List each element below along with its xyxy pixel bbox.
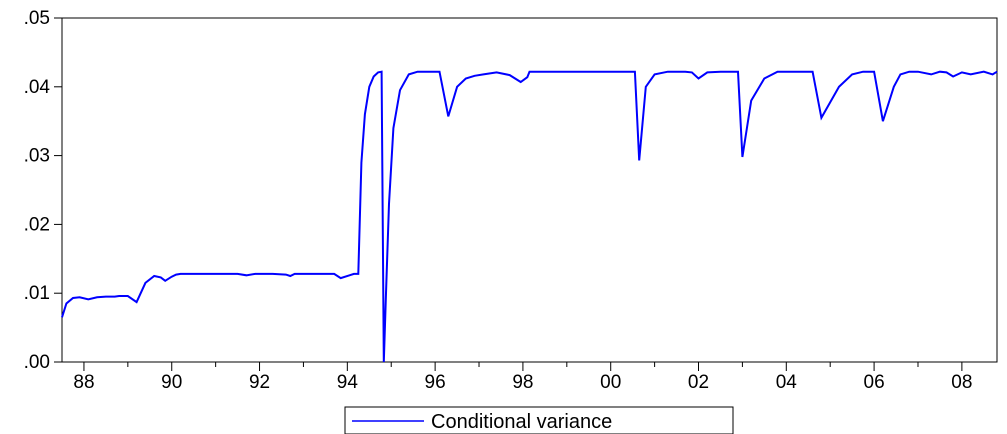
x-tick-label: 96 bbox=[425, 372, 446, 393]
y-tick-label: .04 bbox=[24, 77, 51, 98]
x-axis: 88 90 92 94 96 98 00 02 04 06 08 bbox=[73, 362, 972, 393]
x-tick-label: 02 bbox=[688, 372, 709, 393]
x-tick-label: 08 bbox=[951, 372, 972, 393]
y-tick-label: .00 bbox=[24, 352, 50, 373]
y-tick-label: .05 bbox=[24, 8, 50, 29]
legend: Conditional variance bbox=[344, 406, 734, 434]
x-tick-label: 98 bbox=[512, 372, 533, 393]
y-axis: .00 .01 .02 .03 .04 .05 bbox=[24, 8, 62, 373]
x-tick-label: 04 bbox=[776, 372, 798, 393]
y-tick-label: .03 bbox=[24, 146, 50, 167]
plot-frame bbox=[61, 17, 998, 363]
x-tick-label: 06 bbox=[864, 372, 885, 393]
legend-label: Conditional variance bbox=[431, 411, 612, 433]
series-line-conditional-variance bbox=[61, 70, 998, 363]
x-tick-label: 92 bbox=[249, 372, 270, 393]
x-tick-label: 88 bbox=[73, 372, 94, 393]
x-tick-label: 90 bbox=[161, 372, 182, 393]
x-tick-label: 00 bbox=[600, 372, 621, 393]
x-tick-label: 94 bbox=[337, 372, 359, 393]
y-tick-label: .01 bbox=[24, 283, 50, 304]
y-tick-label: .02 bbox=[24, 214, 50, 235]
